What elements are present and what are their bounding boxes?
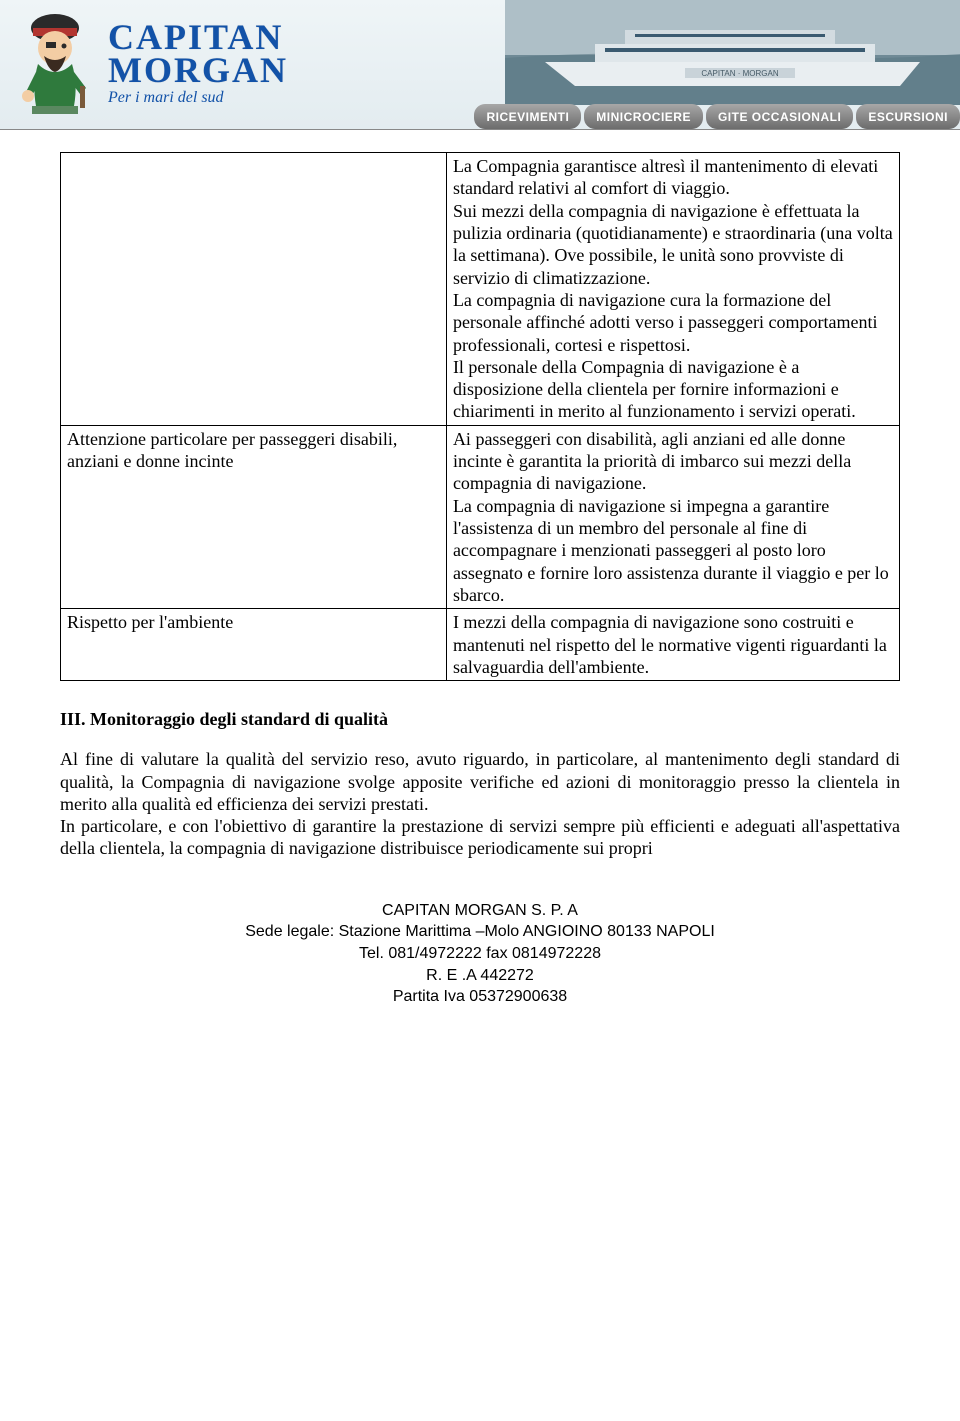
footer: CAPITAN MORGAN S. P. A Sede legale: Staz… — [60, 900, 900, 1008]
row1-right: Ai passeggeri con disabilità, agli anzia… — [446, 425, 899, 609]
table-row: Rispetto per l'ambiente I mezzi della co… — [61, 609, 900, 681]
section-3-para1: Al fine di valutare la qualità del servi… — [60, 748, 900, 815]
footer-rea: R. E .A 442272 — [60, 965, 900, 987]
page-content: La Compagnia garantisce altresì il mante… — [0, 130, 960, 1038]
footer-company: CAPITAN MORGAN S. P. A — [60, 900, 900, 922]
nav-gite-occasionali[interactable]: GITE OCCASIONALI — [706, 104, 853, 129]
boat-label: CAPITAN · MORGAN — [701, 69, 778, 78]
table-row: Attenzione particolare per passeggeri di… — [61, 425, 900, 609]
boat-photo: CAPITAN · MORGAN — [505, 0, 960, 105]
nav-minicrociere[interactable]: MINICROCIERE — [584, 104, 703, 129]
pirate-mascot-icon — [8, 6, 102, 116]
row0-right: La Compagnia garantisce altresì il mante… — [446, 153, 899, 426]
nav-escursioni[interactable]: ESCURSIONI — [856, 104, 960, 129]
row0-left — [61, 153, 447, 426]
header-banner: CAPITAN MORGAN Per i mari del sud CAPITA… — [0, 0, 960, 130]
logo-block: CAPITAN MORGAN Per i mari del sud — [8, 6, 288, 116]
footer-piva: Partita Iva 05372900638 — [60, 986, 900, 1008]
banner-nav: RICEVIMENTI MINICROCIERE GITE OCCASIONAL… — [471, 104, 960, 129]
row2-left: Rispetto per l'ambiente — [61, 609, 447, 681]
quality-table: La Compagnia garantisce altresì il mante… — [60, 152, 900, 681]
footer-address: Sede legale: Stazione Marittima –Molo AN… — [60, 921, 900, 943]
row2-right: I mezzi della compagnia di navigazione s… — [446, 609, 899, 681]
section-3-heading: III. Monitoraggio degli standard di qual… — [60, 709, 900, 730]
section-3-para2: In particolare, e con l'obiettivo di gar… — [60, 815, 900, 860]
table-row: La Compagnia garantisce altresì il mante… — [61, 153, 900, 426]
row1-left: Attenzione particolare per passeggeri di… — [61, 425, 447, 609]
nav-ricevimenti[interactable]: RICEVIMENTI — [474, 104, 581, 129]
logo-title-line2: MORGAN — [108, 54, 288, 87]
logo-subtitle: Per i mari del sud — [108, 89, 288, 107]
logo-text: CAPITAN MORGAN Per i mari del sud — [108, 15, 288, 107]
footer-phone: Tel. 081/4972222 fax 0814972228 — [60, 943, 900, 965]
